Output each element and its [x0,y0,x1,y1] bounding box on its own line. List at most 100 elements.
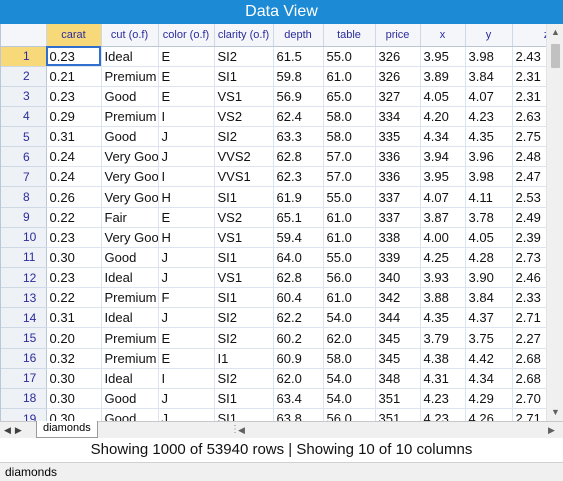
cell-carat[interactable]: 0.30 [46,408,102,421]
cell-color[interactable]: E [158,86,215,107]
cell-cut[interactable]: Premium [101,66,159,87]
cell-color[interactable]: J [158,247,215,269]
cell-y[interactable]: 4.29 [465,388,513,410]
cell-carat[interactable]: 0.20 [46,327,102,349]
cell-clarity[interactable]: VVS2 [214,146,274,168]
cell-depth[interactable]: 62.8 [273,146,324,168]
cell-clarity[interactable]: SI1 [214,247,274,269]
scroll-up-arrow-icon[interactable]: ▲ [551,27,560,37]
cell-table[interactable]: 54.0 [323,388,376,410]
cell-clarity[interactable]: SI2 [214,327,274,349]
cell-x[interactable]: 3.79 [420,327,466,349]
cell-carat[interactable]: 0.23 [46,227,102,248]
cell-y[interactable]: 3.75 [465,327,513,349]
cell-color[interactable]: E [158,66,215,87]
cell-color[interactable]: E [158,46,215,67]
table-row[interactable]: 2 0.21 Premium E SI1 59.8 61.0 326 3.89 3.84 2.31 [1,66,563,87]
cell-clarity[interactable]: VS1 [214,86,274,107]
cell-color[interactable]: E [158,348,215,369]
cell-table[interactable]: 55.0 [323,247,376,269]
cell-carat[interactable]: 0.23 [46,86,102,107]
cell-y[interactable]: 4.26 [465,408,513,421]
cell-table[interactable]: 61.0 [323,287,376,309]
cell-price[interactable]: 334 [375,106,421,128]
cell-cut[interactable]: Premium [101,287,159,309]
cell-color[interactable]: J [158,126,215,148]
cell-depth[interactable]: 62.4 [273,106,324,128]
cell-y[interactable]: 3.84 [465,287,513,309]
table-row[interactable]: 11 0.30 Good J SI1 64.0 55.0 339 4.25 4.28 2.73 [1,247,563,269]
cell-table[interactable]: 65.0 [323,86,376,107]
cell-carat[interactable]: 0.24 [46,146,102,168]
cell-x[interactable]: 4.00 [420,227,466,248]
row-number-cell[interactable]: 2 [1,66,47,87]
column-header-depth[interactable]: depth [273,24,324,47]
cell-clarity[interactable]: VS2 [214,106,274,128]
cell-table[interactable]: 61.0 [323,66,376,87]
column-header-carat[interactable]: carat [46,24,102,47]
row-number-cell[interactable]: 11 [1,247,47,269]
row-number-cell[interactable]: 19 [1,408,47,421]
cell-carat[interactable]: 0.26 [46,186,102,208]
cell-clarity[interactable]: SI2 [214,46,274,67]
row-number-cell[interactable]: 17 [1,368,47,389]
cell-depth[interactable]: 65.1 [273,207,324,228]
column-header-color[interactable]: color (o.f) [158,24,215,47]
cell-x[interactable]: 3.95 [420,166,466,188]
cell-carat[interactable]: 0.30 [46,388,102,410]
cell-x[interactable]: 3.93 [420,267,466,289]
cell-y[interactable]: 4.07 [465,86,513,107]
cell-y[interactable]: 4.05 [465,227,513,248]
cell-x[interactable]: 4.25 [420,247,466,269]
row-number-cell[interactable]: 4 [1,106,47,128]
cell-clarity[interactable]: SI2 [214,126,274,148]
table-row[interactable]: 19 0.30 Good J SI1 63.8 56.0 351 4.23 4.26 2.71 [1,408,563,421]
cell-price[interactable]: 327 [375,86,421,107]
cell-cut[interactable]: Very Good [101,166,159,188]
row-number-cell[interactable]: 6 [1,146,47,168]
cell-y[interactable]: 4.34 [465,368,513,389]
cell-price[interactable]: 336 [375,146,421,168]
cell-price[interactable]: 337 [375,207,421,228]
cell-y[interactable]: 3.98 [465,166,513,188]
row-number-cell[interactable]: 13 [1,287,47,309]
cell-cut[interactable]: Good [101,247,159,269]
cell-x[interactable]: 4.38 [420,348,466,369]
cell-table[interactable]: 61.0 [323,227,376,248]
cell-x[interactable]: 4.34 [420,126,466,148]
data-table[interactable]: carat cut (o.f) color (o.f) clarity (o.f… [1,24,563,421]
cell-y[interactable]: 3.78 [465,207,513,228]
cell-table[interactable]: 58.0 [323,126,376,148]
cell-price[interactable]: 326 [375,66,421,87]
cell-price[interactable]: 351 [375,388,421,410]
row-number-cell[interactable]: 7 [1,166,47,188]
cell-depth[interactable]: 62.2 [273,307,324,329]
cell-table[interactable]: 56.0 [323,408,376,421]
cell-clarity[interactable]: VS1 [214,227,274,248]
cell-x[interactable]: 3.87 [420,207,466,228]
cell-clarity[interactable]: SI2 [214,368,274,389]
table-row[interactable]: 1 0.23 Ideal E SI2 61.5 55.0 326 3.95 3.98 2.43 [1,46,563,67]
cell-clarity[interactable]: SI1 [214,186,274,208]
row-number-cell[interactable]: 5 [1,126,47,148]
cell-x[interactable]: 3.95 [420,46,466,67]
cell-clarity[interactable]: VS2 [214,207,274,228]
table-row[interactable]: 3 0.23 Good E VS1 56.9 65.0 327 4.05 4.07 2.31 [1,86,563,107]
cell-x[interactable]: 3.94 [420,146,466,168]
table-row[interactable]: 9 0.22 Fair E VS2 65.1 61.0 337 3.87 3.78 2.49 [1,207,563,228]
cell-color[interactable]: J [158,146,215,168]
cell-depth[interactable]: 62.0 [273,368,324,389]
cell-carat[interactable]: 0.31 [46,307,102,329]
data-grid[interactable]: carat cut (o.f) color (o.f) clarity (o.f… [0,24,563,421]
cell-cut[interactable]: Good [101,126,159,148]
cell-cut[interactable]: Premium [101,348,159,369]
cell-y[interactable]: 4.42 [465,348,513,369]
cell-carat[interactable]: 0.24 [46,166,102,188]
cell-price[interactable]: 335 [375,126,421,148]
cell-y[interactable]: 4.37 [465,307,513,329]
table-row[interactable]: 12 0.23 Ideal J VS1 62.8 56.0 340 3.93 3.90 2.46 [1,267,563,289]
row-number-cell[interactable]: 18 [1,388,47,410]
cell-table[interactable]: 54.0 [323,307,376,329]
cell-x[interactable]: 4.23 [420,408,466,421]
